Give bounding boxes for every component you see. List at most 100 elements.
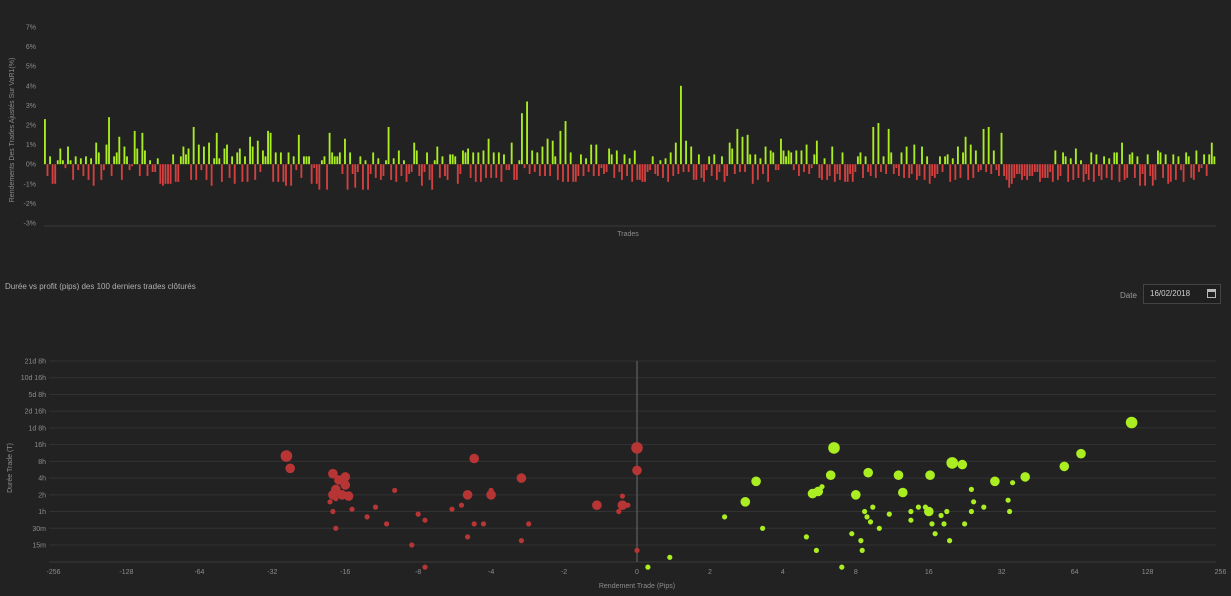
scatter-point-profit[interactable] [932,531,938,537]
bar[interactable] [518,160,521,165]
bar[interactable] [569,152,572,165]
scatter-point-profit[interactable] [828,442,840,454]
bar[interactable] [287,152,290,165]
bar[interactable] [415,150,418,165]
bar[interactable] [436,146,439,165]
scatter-point-profit[interactable] [886,511,892,517]
scatter-point-loss[interactable] [518,538,525,544]
bar[interactable] [926,156,929,165]
scatter-point-profit[interactable] [858,538,864,544]
bar[interactable] [1087,164,1090,180]
bar[interactable] [1123,164,1126,180]
scatter-point-profit[interactable] [740,497,751,507]
scatter-point-loss[interactable] [340,472,351,482]
bar[interactable] [733,164,736,174]
scatter-point-profit[interactable] [667,554,673,560]
bar[interactable] [279,152,282,165]
bar[interactable] [1210,142,1213,165]
bar[interactable] [459,164,462,174]
bar[interactable] [723,164,726,182]
bar[interactable] [82,164,85,176]
bar[interactable] [800,150,803,165]
bar[interactable] [423,164,426,173]
scatter-point-profit[interactable] [863,467,873,478]
bar[interactable] [264,156,267,165]
bar[interactable] [777,164,780,171]
scatter-point-profit[interactable] [645,564,651,570]
bar[interactable] [597,164,600,176]
bar[interactable] [667,164,670,182]
scatter-point-loss[interactable] [343,491,354,501]
bar[interactable] [241,164,244,182]
bar[interactable] [364,160,367,165]
bar[interactable] [1174,164,1177,180]
bar[interactable] [721,156,723,165]
bar[interactable] [936,164,939,174]
bar[interactable] [703,164,705,182]
bar[interactable] [472,152,475,165]
bar[interactable] [797,164,800,176]
bar[interactable] [1108,158,1111,165]
bar[interactable] [105,144,108,165]
scatter-point-profit[interactable] [862,508,868,515]
bar[interactable] [305,156,308,165]
bar[interactable] [1082,164,1085,182]
bar[interactable] [1098,164,1100,176]
scatter-point-profit[interactable] [851,490,861,500]
bar[interactable] [1149,164,1152,176]
bar[interactable] [744,164,746,173]
bar[interactable] [636,164,639,180]
bar[interactable] [1154,164,1157,180]
scatter-point-loss[interactable] [592,500,602,511]
bar[interactable] [923,164,926,180]
bar[interactable] [487,138,490,165]
bar[interactable] [385,160,387,165]
bar[interactable] [1049,164,1052,173]
bar[interactable] [420,164,423,186]
bar[interactable] [228,164,231,178]
bar[interactable] [974,150,977,165]
bar[interactable] [223,148,226,165]
bar[interactable] [1064,156,1067,165]
bar[interactable] [492,152,495,165]
bar[interactable] [1185,152,1188,165]
bar[interactable] [338,152,341,165]
bar[interactable] [849,164,852,174]
bar[interactable] [728,142,731,165]
bar[interactable] [828,164,831,176]
scatter-point-profit[interactable] [1125,416,1138,429]
bar[interactable] [95,142,98,165]
bar[interactable] [736,128,739,165]
bar[interactable] [1015,164,1018,174]
bar[interactable] [621,164,623,180]
scatter-point-profit[interactable] [944,508,950,515]
bar[interactable] [1180,164,1182,171]
bar[interactable] [413,142,416,165]
bar[interactable] [746,134,749,165]
scatter-point-loss[interactable] [526,521,532,527]
bar[interactable] [928,164,931,184]
bar[interactable] [1121,142,1123,165]
scatter-point-profit[interactable] [957,459,968,470]
bar[interactable] [382,164,385,176]
bar[interactable] [833,164,836,182]
bar[interactable] [359,156,362,165]
scatter-point-loss[interactable] [372,504,379,510]
bar[interactable] [877,123,880,165]
bar[interactable] [51,164,54,184]
bar[interactable] [646,164,649,173]
bar[interactable] [1031,164,1034,176]
scatter-point-loss[interactable] [340,480,351,490]
bar[interactable] [851,164,854,182]
bar[interactable] [1105,164,1108,178]
bar[interactable] [161,164,164,186]
bar[interactable] [56,160,59,165]
scatter-point-loss[interactable] [462,490,473,500]
bar[interactable] [397,150,400,165]
date-field[interactable]: 16/02/2018 [1143,284,1221,304]
bar[interactable] [531,150,534,165]
scatter-point-loss[interactable] [486,490,496,500]
bar[interactable] [790,152,793,165]
bar[interactable] [715,164,718,180]
bar[interactable] [1062,152,1064,165]
